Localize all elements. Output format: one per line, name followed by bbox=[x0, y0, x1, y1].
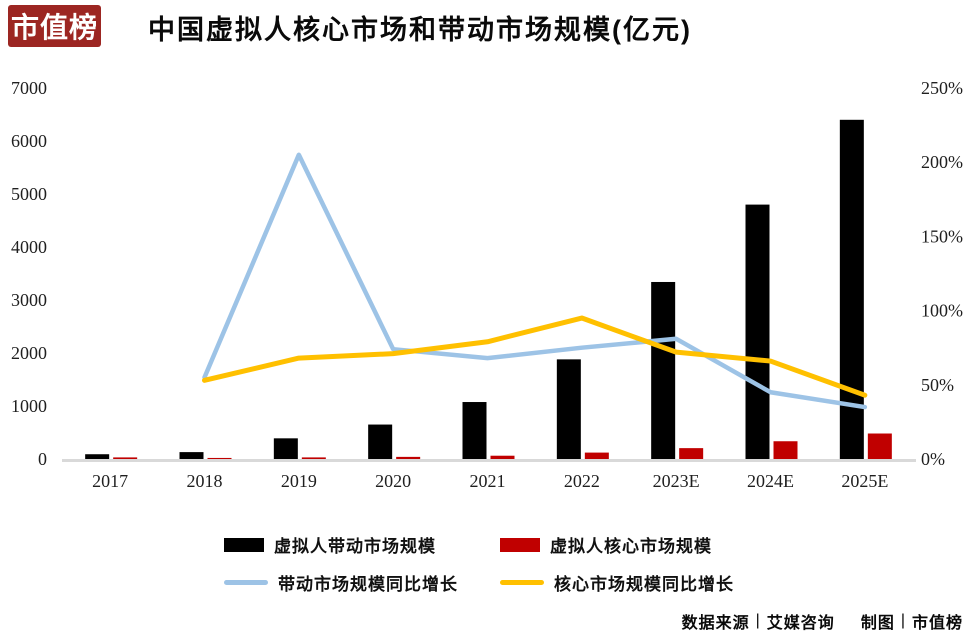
core-market-bar bbox=[584, 452, 609, 459]
data-source-value: 艾媒咨询 bbox=[766, 615, 835, 632]
combo-chart: 0 1000 2000 3000 4000 5000 6000 7000 0% 50% 100% 15… bbox=[11, 78, 963, 491]
core-market-bar bbox=[773, 441, 798, 459]
driven-market-bar bbox=[368, 424, 393, 459]
driven-growth-line bbox=[202, 152, 868, 410]
driven-growth-swatch bbox=[224, 580, 268, 585]
x-axis-category-label: 2025E bbox=[841, 471, 888, 491]
right-axis-tick-label: 0% bbox=[921, 449, 945, 469]
core-growth-swatch bbox=[500, 580, 544, 585]
x-axis-category-label: 2024E bbox=[747, 471, 794, 491]
x-axis-category-label: 2017 bbox=[92, 471, 128, 491]
driven-market-bar bbox=[462, 402, 487, 459]
footer-separator: | bbox=[900, 612, 906, 629]
core-market-swatch bbox=[500, 537, 540, 552]
driven-market-bar bbox=[556, 359, 581, 459]
right-axis-tick-label: 200% bbox=[921, 152, 963, 172]
core-market-bar bbox=[679, 448, 704, 459]
right-axis-tick-label: 100% bbox=[921, 301, 963, 321]
chart-title: 中国虚拟人核心市场和带动市场规模(亿元) bbox=[148, 15, 692, 45]
legend-item-core-market: 虚拟人核心市场规模 bbox=[500, 532, 734, 557]
left-axis-tick-label: 7000 bbox=[11, 78, 47, 98]
driven-market-swatch bbox=[224, 537, 264, 552]
driven-market-bar bbox=[745, 204, 770, 459]
core-market-bar bbox=[867, 433, 892, 459]
data-source-label: 数据来源 bbox=[681, 615, 750, 632]
legend-label: 虚拟人核心市场规模 bbox=[550, 537, 712, 556]
shizhibang-logo: 市值榜 bbox=[8, 5, 101, 47]
legend-label: 虚拟人带动市场规模 bbox=[274, 537, 436, 556]
chart-legend: 虚拟人带动市场规模 虚拟人核心市场规模 带动市场规模同比增长 核心市场规模同比增… bbox=[224, 532, 734, 595]
left-axis-tick-label: 6000 bbox=[11, 131, 47, 151]
driven-market-bar bbox=[179, 452, 204, 459]
left-axis-tick-label: 2000 bbox=[11, 343, 47, 363]
x-axis-category-label: 2022 bbox=[564, 471, 600, 491]
left-axis-tick-label: 4000 bbox=[11, 237, 47, 257]
core-growth-line bbox=[202, 315, 868, 398]
footer-separator: | bbox=[755, 612, 761, 629]
x-axis-category-label: 2020 bbox=[375, 471, 411, 491]
x-axis-category-label: 2021 bbox=[470, 471, 506, 491]
legend-item-driven-market: 虚拟人带动市场规模 bbox=[224, 532, 458, 557]
left-axis-tick-label: 0 bbox=[38, 449, 47, 469]
chart-maker-value: 市值榜 bbox=[911, 615, 963, 632]
core-market-bar bbox=[490, 455, 515, 459]
chart-footer: 数据来源 | 艾媒咨询 制图 | 市值榜 bbox=[682, 609, 963, 633]
left-axis-tick-label: 3000 bbox=[11, 290, 47, 310]
legend-label: 带动市场规模同比增长 bbox=[278, 575, 458, 594]
driven-market-bar bbox=[273, 438, 298, 459]
x-axis-category-label: 2018 bbox=[187, 471, 223, 491]
left-axis-tick-label: 1000 bbox=[11, 396, 47, 416]
right-axis-tick-label: 150% bbox=[921, 226, 963, 246]
logo-text: 市值榜 bbox=[10, 12, 98, 43]
x-axis-category-label: 2023E bbox=[653, 471, 700, 491]
x-axis-category-label: 2019 bbox=[281, 471, 317, 491]
core-market-bar bbox=[113, 457, 138, 459]
driven-market-bar bbox=[85, 454, 110, 459]
legend-item-driven-growth: 带动市场规模同比增长 bbox=[224, 570, 458, 595]
right-axis-tick-label: 50% bbox=[921, 375, 954, 395]
driven-market-bar bbox=[651, 281, 676, 459]
right-axis-tick-label: 250% bbox=[921, 78, 963, 98]
left-axis-tick-label: 5000 bbox=[11, 184, 47, 204]
core-market-bar bbox=[207, 457, 232, 459]
core-market-bar bbox=[396, 456, 421, 459]
legend-label: 核心市场规模同比增长 bbox=[554, 575, 734, 594]
core-market-bar bbox=[301, 457, 326, 459]
chart-maker-label: 制图 bbox=[860, 615, 895, 632]
legend-item-core-growth: 核心市场规模同比增长 bbox=[500, 570, 734, 595]
